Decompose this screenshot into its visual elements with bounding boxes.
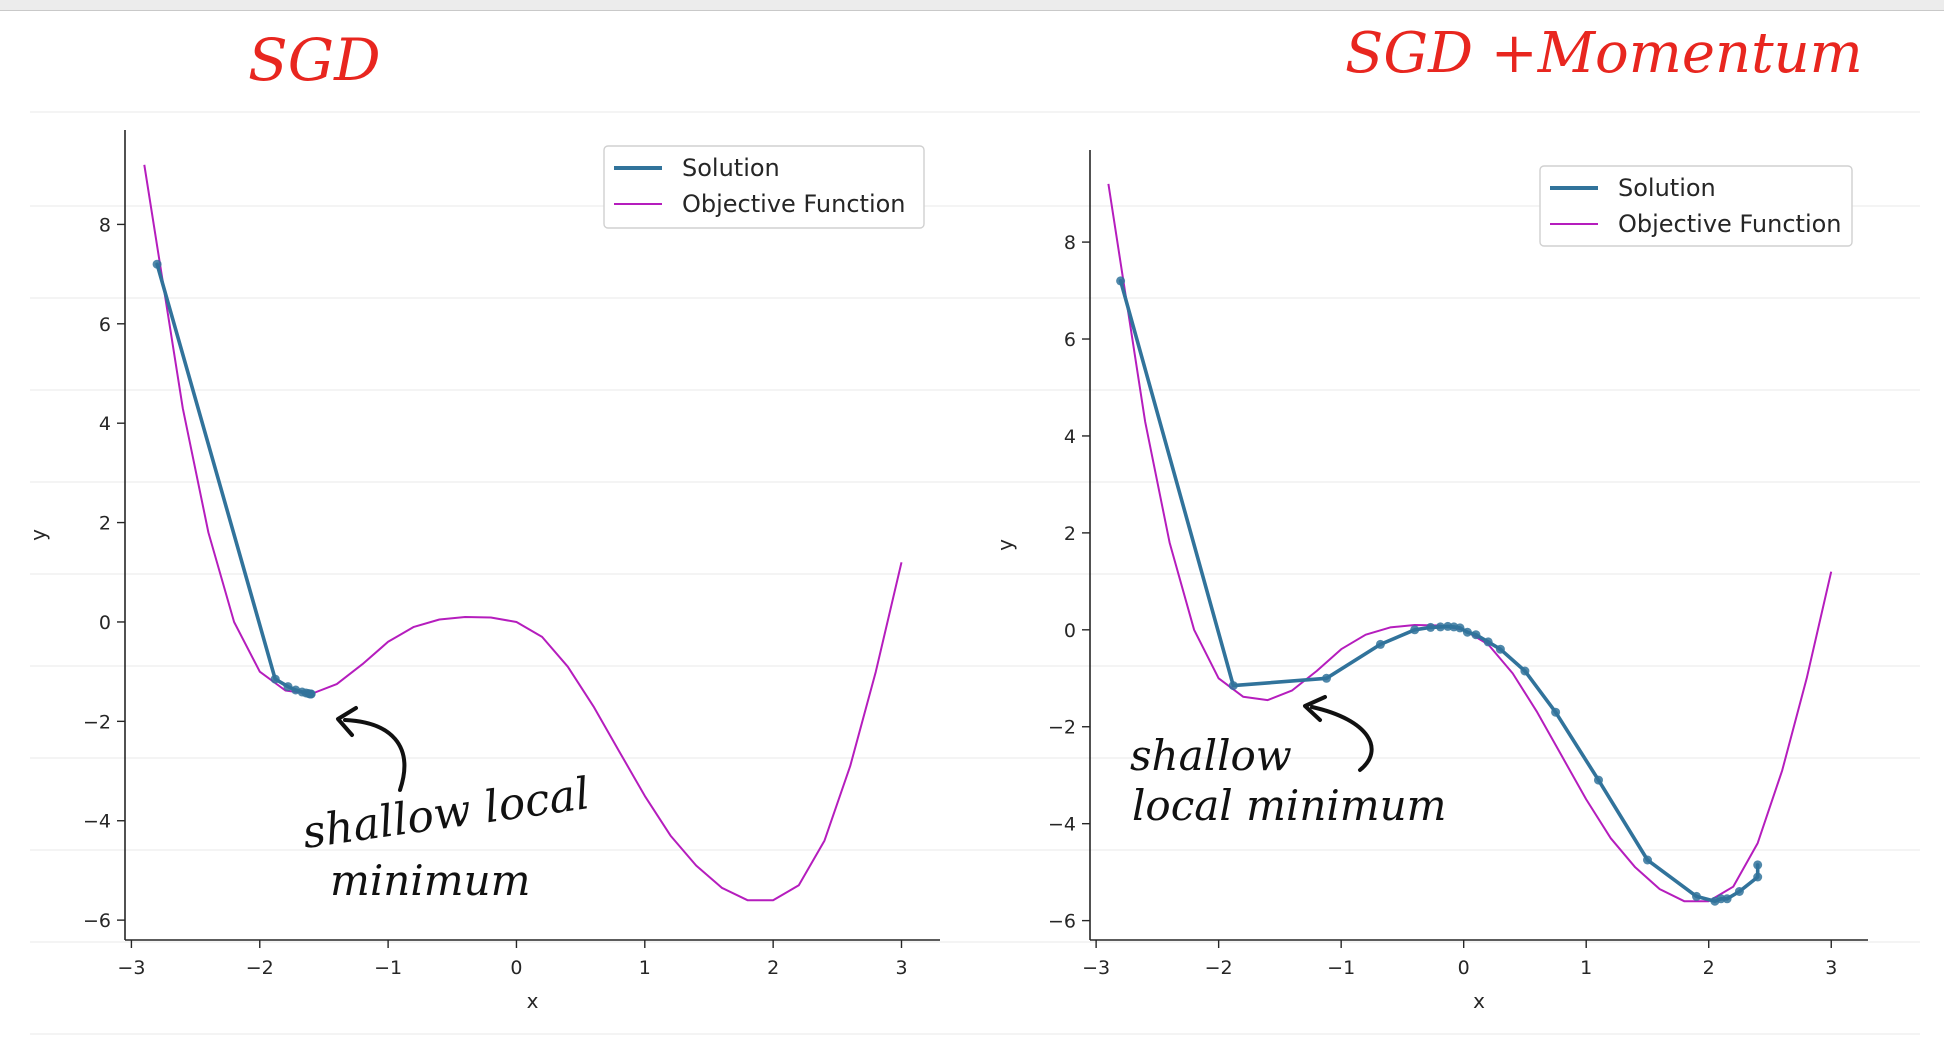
y-tick-label: 0: [1064, 620, 1076, 642]
x-tick-label: 3: [1825, 957, 1837, 979]
legend-solution-label: Solution: [682, 154, 780, 182]
solution-point: [1462, 627, 1472, 637]
y-tick-label: 8: [99, 214, 111, 236]
solution-point: [1753, 872, 1763, 882]
right-note-line1: shallow: [1130, 731, 1292, 780]
legend-objective-label: Objective Function: [682, 190, 906, 218]
solution-point: [1551, 707, 1561, 717]
x-tick-label: 0: [1458, 957, 1470, 979]
y-tick-label: 4: [99, 413, 111, 435]
solution-point: [1375, 639, 1385, 649]
solution-point: [1410, 625, 1420, 635]
x-tick-label: 1: [639, 957, 651, 979]
left-annotation-arrowhead: [336, 706, 358, 737]
y-tick-label: −4: [1048, 814, 1076, 836]
objective-function-line: [143, 164, 903, 902]
legend-objective-label: Objective Function: [1618, 210, 1842, 238]
solution-point: [1426, 622, 1436, 632]
solution-point: [1455, 623, 1465, 633]
sgd-plot: −3 −2 −1 0 1 2 3 −6 −4 −2 0 2 4 6 8 x y Solution Objective…: [26, 130, 940, 1013]
x-tick-label: −3: [117, 957, 145, 979]
sgd-momentum-plot: −3 −2 −1 0 1 2 3 −6 −4 −2 0 2 4 6 8 x y Solution Objective…: [993, 150, 1868, 1013]
solution-line: [155, 262, 313, 696]
notebook-ruling: [30, 111, 1920, 1035]
right-title: SGD +Momentum: [1345, 21, 1863, 86]
x-tick-label: 2: [767, 957, 779, 979]
y-tick-label: 2: [99, 513, 111, 535]
solution-point: [1692, 891, 1701, 901]
y-axis-label: y: [993, 539, 1017, 551]
x-tick-label: 3: [895, 957, 907, 979]
solution-point: [1435, 622, 1445, 632]
y-tick-label: 2: [1064, 523, 1076, 545]
solution-point: [152, 259, 162, 269]
solution-point: [1483, 637, 1493, 647]
solution-point: [1594, 775, 1603, 785]
x-tick-label: 0: [510, 957, 522, 979]
right-annotation-arrowhead: [1303, 695, 1327, 722]
x-tick-label: −3: [1082, 957, 1110, 979]
left-note-line1: shallow local: [299, 768, 592, 859]
solution-point: [1722, 894, 1732, 904]
y-tick-label: −6: [1048, 911, 1076, 933]
left-note-line2: minimum: [330, 856, 530, 905]
solution-point: [1520, 666, 1530, 676]
solution-point: [270, 674, 280, 684]
solution-point: [1734, 887, 1744, 896]
solution-point: [306, 689, 316, 699]
y-tick-label: 8: [1064, 232, 1076, 254]
x-tick-label: −1: [1327, 957, 1355, 979]
x-tick-label: 1: [1580, 957, 1592, 979]
solution-point: [283, 682, 293, 692]
solution-point: [1471, 630, 1481, 640]
solution-point: [1322, 673, 1331, 683]
legend-box: [603, 145, 925, 229]
y-tick-label: 4: [1064, 426, 1076, 448]
legend-box: [1539, 165, 1853, 247]
x-tick-label: −1: [374, 957, 402, 979]
window-top-border: [0, 0, 1944, 11]
y-tick-label: −2: [83, 711, 111, 733]
right-note-line2: local minimum: [1132, 781, 1447, 830]
y-tick-label: −2: [1048, 717, 1076, 739]
y-tick-label: −4: [83, 811, 111, 833]
solution-point: [1753, 860, 1763, 870]
solution-point: [1228, 681, 1238, 691]
x-axis-label: x: [1473, 989, 1485, 1013]
solution-point: [1643, 855, 1652, 865]
y-tick-label: 0: [99, 612, 111, 634]
left-annotation: shallow local minimum: [299, 706, 593, 905]
left-annotation-arrow: [343, 718, 407, 792]
solution-point: [1495, 644, 1505, 654]
y-axis-label: y: [26, 529, 50, 541]
y-tick-label: −6: [83, 910, 111, 932]
left-title: SGD: [248, 26, 381, 94]
solution-point: [1116, 276, 1126, 286]
x-tick-label: 2: [1703, 957, 1715, 979]
legend-solution-label: Solution: [1618, 174, 1716, 202]
x-tick-label: −2: [1205, 957, 1233, 979]
x-tick-label: −2: [246, 957, 274, 979]
y-tick-label: 6: [1064, 329, 1076, 351]
right-annotation: shallow local minimum: [1130, 695, 1447, 830]
x-axis-label: x: [527, 989, 539, 1013]
y-tick-label: 6: [99, 314, 111, 336]
right-annotation-arrow: [1310, 705, 1374, 772]
